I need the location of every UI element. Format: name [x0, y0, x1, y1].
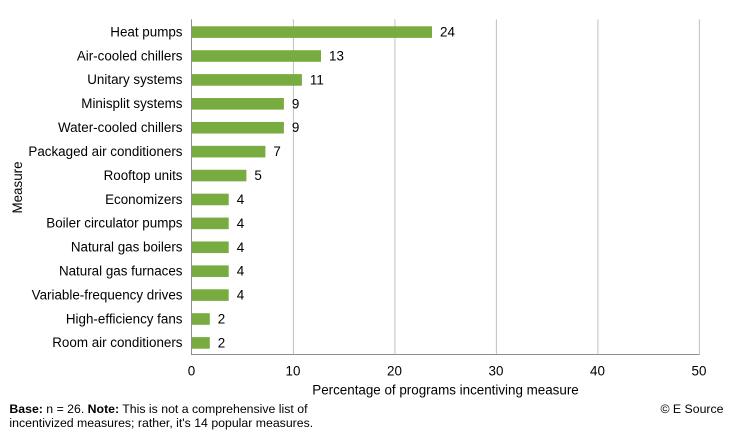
- svg-text:Percentage of programs incenti: Percentage of programs incentiving measu…: [312, 382, 578, 397]
- svg-text:Natural gas boilers: Natural gas boilers: [71, 240, 183, 255]
- svg-text:Room air conditioners: Room air conditioners: [52, 335, 183, 350]
- svg-text:High-efficiency fans: High-efficiency fans: [66, 311, 183, 326]
- svg-text:Base: n = 26. Note: This is no: Base: n = 26. Note: This is not a compre…: [9, 402, 308, 416]
- svg-text:Minisplit systems: Minisplit systems: [81, 96, 182, 111]
- svg-text:2: 2: [218, 335, 225, 350]
- svg-text:0: 0: [188, 364, 195, 379]
- svg-text:24: 24: [440, 25, 455, 40]
- svg-text:Economizers: Economizers: [105, 192, 183, 207]
- svg-text:30: 30: [489, 364, 504, 379]
- svg-text:4: 4: [237, 288, 245, 303]
- svg-text:40: 40: [590, 364, 605, 379]
- svg-text:Heat pumps: Heat pumps: [110, 24, 183, 39]
- svg-text:Natural gas furnaces: Natural gas furnaces: [59, 263, 183, 278]
- svg-text:20: 20: [387, 364, 402, 379]
- svg-text:Packaged air conditioners: Packaged air conditioners: [28, 144, 182, 159]
- svg-text:© E Source: © E Source: [660, 402, 723, 416]
- svg-text:9: 9: [292, 96, 299, 111]
- svg-text:Boiler circulator pumps: Boiler circulator pumps: [46, 216, 182, 231]
- svg-text:Unitary systems: Unitary systems: [87, 72, 183, 87]
- svg-text:7: 7: [273, 144, 280, 159]
- svg-text:Rooftop units: Rooftop units: [104, 168, 183, 183]
- svg-text:4: 4: [237, 192, 245, 207]
- svg-text:4: 4: [237, 240, 245, 255]
- svg-text:Measure: Measure: [10, 161, 25, 213]
- svg-text:4: 4: [237, 264, 245, 279]
- svg-text:50: 50: [692, 364, 707, 379]
- svg-text:incentivized measures; rather,: incentivized measures; rather, it's 14 p…: [9, 416, 313, 430]
- svg-text:4: 4: [237, 216, 245, 231]
- svg-text:10: 10: [286, 364, 301, 379]
- svg-text:5: 5: [254, 168, 261, 183]
- svg-text:13: 13: [329, 49, 344, 64]
- svg-text:9: 9: [292, 120, 299, 135]
- svg-text:Air-cooled chillers: Air-cooled chillers: [77, 48, 183, 63]
- svg-text:Variable-frequency drives: Variable-frequency drives: [32, 287, 183, 302]
- svg-text:11: 11: [310, 72, 324, 87]
- svg-text:2: 2: [218, 312, 225, 327]
- svg-text:Water-cooled chillers: Water-cooled chillers: [58, 120, 183, 135]
